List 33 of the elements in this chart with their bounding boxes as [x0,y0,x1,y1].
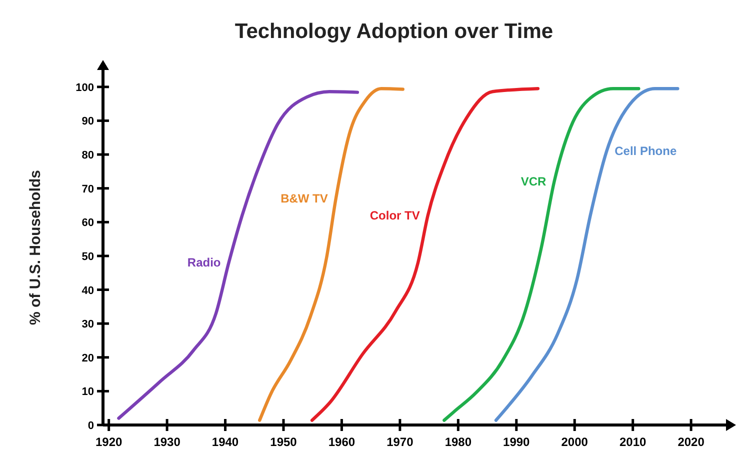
x-tick-label: 1950 [270,435,298,449]
x-tick-label: 2010 [619,435,647,449]
y-tick-label: 100 [76,82,94,94]
x-tick-label: 1920 [95,435,122,449]
x-tick-label: 1930 [154,435,181,449]
y-tick-label: 70 [82,183,94,196]
series-label: VCR [520,174,547,189]
series-label: Color TV [370,208,420,222]
x-tick-label: 1970 [386,435,414,449]
y-tick-label: 0 [88,420,94,432]
y-tick-label: 40 [82,284,94,297]
y-tick-label: 30 [82,318,94,331]
series-label: Cell Phone [614,144,677,158]
series-label: B&W TV [280,191,328,206]
y-tick-label: 80 [82,150,94,162]
y-tick-label: 60 [82,217,94,230]
x-tick-label: 1990 [503,435,530,449]
series-label: Radio [187,256,221,270]
x-tick-label: 1980 [444,435,472,449]
y-tick-label: 90 [82,116,94,128]
chart-title: Technology Adoption over Time [234,20,554,43]
x-tick-label: 2000 [561,435,588,449]
x-tick-label: 1960 [328,435,356,449]
y-tick-label: 50 [82,250,94,263]
line-series [117,90,360,420]
line-series [494,86,680,422]
line-series [442,86,640,422]
x-tick-label: 1940 [212,435,239,449]
x-tick-label: 2020 [678,435,705,449]
y-tick-label: 10 [82,386,94,398]
y-tick-label: 20 [82,352,94,364]
y-axis-title: % of U.S. Households [27,170,44,326]
line-series [258,86,404,422]
